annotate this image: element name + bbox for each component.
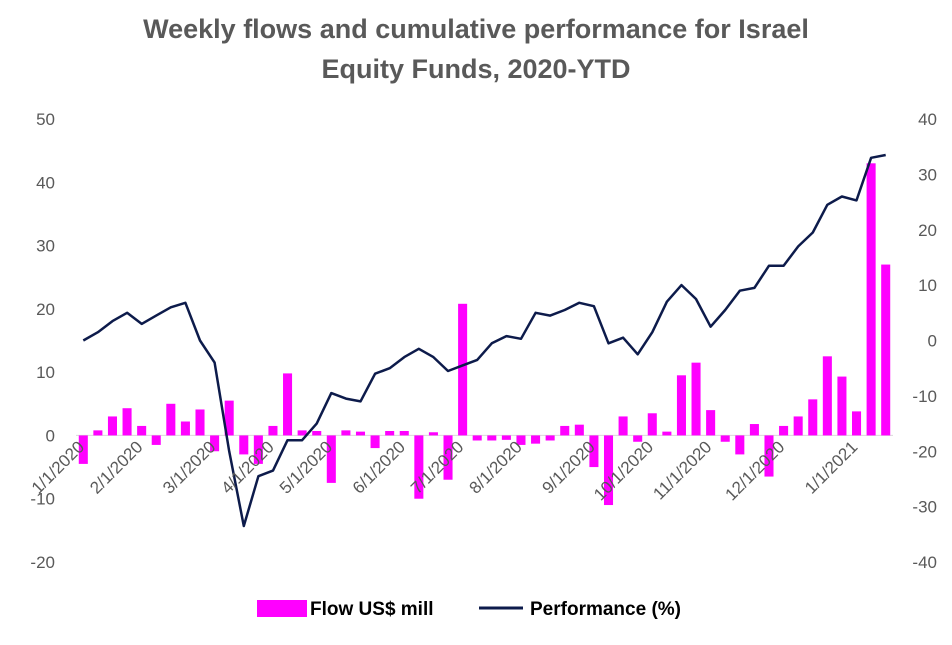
flow-bar bbox=[253, 435, 263, 464]
flow-bar bbox=[414, 435, 424, 499]
flow-bar bbox=[764, 435, 774, 477]
flow-bars bbox=[78, 163, 891, 506]
left-tick-label: -20 bbox=[30, 553, 55, 572]
flow-bar bbox=[487, 435, 497, 441]
right-tick-label: -20 bbox=[912, 442, 937, 461]
x-tick-label: 12/1/2020 bbox=[721, 437, 788, 504]
right-tick-label: 0 bbox=[928, 332, 937, 351]
flow-bar bbox=[676, 375, 686, 436]
left-tick-label: 10 bbox=[36, 363, 55, 382]
performance-line bbox=[82, 153, 886, 528]
flow-bar bbox=[749, 424, 759, 436]
right-axis: -40 -30 -20 -10 0 10 20 30 40 bbox=[912, 110, 937, 572]
right-tick-label: -10 bbox=[912, 387, 937, 406]
flow-bar bbox=[545, 435, 555, 441]
x-tick-label: 8/1/2020 bbox=[466, 437, 526, 497]
right-tick-label: 10 bbox=[918, 276, 937, 295]
x-tick-label: 11/1/2020 bbox=[649, 437, 715, 503]
x-tick-label: 1/1/2021 bbox=[801, 437, 861, 497]
flow-bar bbox=[210, 435, 220, 452]
flow-bar bbox=[881, 264, 891, 436]
flow-bar bbox=[720, 435, 730, 442]
legend: Flow US$ mill Performance (%) bbox=[257, 599, 681, 620]
flow-bar bbox=[224, 400, 234, 436]
left-tick-label: -10 bbox=[30, 490, 55, 509]
flow-bar bbox=[355, 431, 366, 436]
flow-bar bbox=[195, 409, 205, 436]
legend-swatch-flow bbox=[257, 600, 307, 617]
x-tick-label: 3/1/2020 bbox=[159, 437, 219, 497]
left-tick-label: 50 bbox=[36, 110, 55, 129]
flow-bar bbox=[385, 430, 395, 436]
flow-bar bbox=[399, 430, 409, 436]
chart-title-line-1: Weekly flows and cumulative performance … bbox=[143, 14, 809, 44]
flow-bar bbox=[93, 430, 103, 436]
flow-bar bbox=[180, 421, 190, 436]
x-tick-label: 10/1/2020 bbox=[590, 437, 657, 504]
flow-bar bbox=[137, 425, 147, 436]
flow-bar bbox=[779, 425, 789, 436]
flow-bar bbox=[706, 410, 716, 436]
flow-bar bbox=[618, 416, 628, 436]
left-axis: -20 -10 0 10 20 30 40 50 bbox=[30, 110, 55, 572]
right-tick-label: -30 bbox=[912, 498, 937, 517]
flow-bar bbox=[793, 416, 803, 436]
flow-bar bbox=[268, 425, 278, 436]
flow-bar bbox=[822, 356, 832, 436]
flow-bar bbox=[603, 435, 614, 506]
flow-bar bbox=[852, 411, 862, 436]
flow-bar bbox=[78, 435, 88, 464]
flow-bar bbox=[501, 435, 511, 440]
left-tick-label: 30 bbox=[36, 237, 55, 256]
flow-bar bbox=[516, 435, 526, 445]
x-tick-label: 2/1/2020 bbox=[86, 437, 146, 497]
flow-bar bbox=[326, 435, 336, 483]
flow-bar bbox=[560, 425, 570, 436]
flow-bar bbox=[312, 430, 322, 436]
flow-bar bbox=[107, 416, 117, 436]
flow-bar bbox=[574, 424, 584, 436]
flow-bar bbox=[531, 435, 541, 444]
flow-bar bbox=[837, 376, 847, 436]
legend-label-flow: Flow US$ mill bbox=[310, 599, 434, 620]
right-tick-label: 40 bbox=[918, 110, 937, 129]
flow-bar bbox=[297, 430, 307, 436]
flow-bar bbox=[662, 431, 672, 436]
flow-bar bbox=[589, 435, 599, 468]
left-tick-label: 40 bbox=[36, 173, 55, 192]
flow-bar bbox=[808, 399, 818, 436]
flow-bar bbox=[458, 303, 468, 436]
flow-bar bbox=[443, 435, 453, 480]
flow-bar bbox=[472, 435, 482, 441]
legend-label-performance: Performance (%) bbox=[530, 599, 681, 620]
left-tick-label: 20 bbox=[36, 300, 55, 319]
right-tick-label: 30 bbox=[918, 165, 937, 184]
left-tick-label: 0 bbox=[46, 426, 55, 445]
x-tick-label: 9/1/2020 bbox=[539, 437, 599, 497]
flow-bar bbox=[151, 435, 161, 445]
flow-bar bbox=[866, 163, 876, 436]
flow-bar bbox=[428, 432, 438, 436]
chart-title-line-2: Equity Funds, 2020-YTD bbox=[321, 54, 631, 84]
flow-bar bbox=[239, 435, 249, 455]
right-tick-label: -40 bbox=[912, 553, 937, 572]
flow-bar bbox=[647, 413, 657, 436]
flow-bar bbox=[122, 408, 132, 436]
flow-bar bbox=[341, 430, 351, 436]
flow-bar bbox=[691, 362, 701, 436]
right-tick-label: 20 bbox=[918, 221, 937, 240]
flow-bar bbox=[633, 435, 643, 442]
flow-bar bbox=[283, 373, 293, 436]
flow-bar bbox=[166, 403, 176, 436]
flow-bar bbox=[735, 435, 745, 455]
flow-bar bbox=[370, 435, 380, 449]
x-tick-label: 1/1/2020 bbox=[28, 437, 88, 497]
